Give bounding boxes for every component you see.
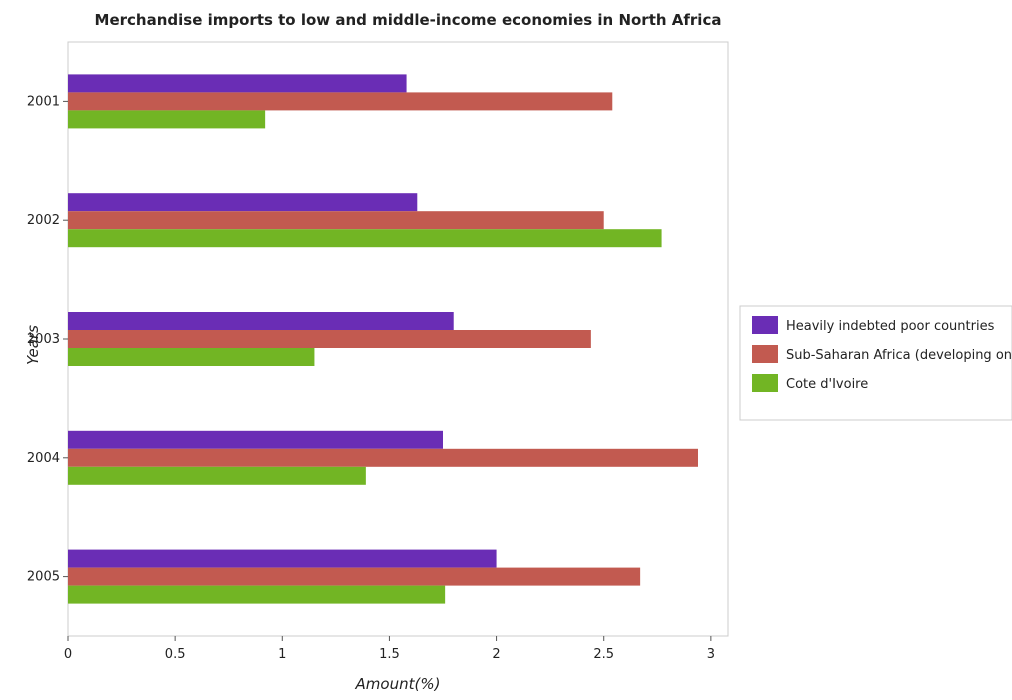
y-tick-label: 2004: [27, 451, 60, 466]
bar-2003-1: [68, 312, 454, 330]
y-tick-label: 2001: [27, 94, 60, 109]
x-tick-label: 2.5: [593, 647, 614, 662]
bar-2003-3: [68, 348, 315, 366]
plot-area: 0 0.5 1 1.5 2 2.5 3 2001 2002 2003 2004 2005: [27, 41, 729, 662]
bar-2004-1: [68, 430, 443, 449]
legend-swatch: [752, 316, 778, 334]
legend-entry-label: Heavily indebted poor countries: [786, 319, 995, 334]
x-tick-label: 1.5: [379, 647, 400, 662]
x-tick-label: 0.5: [165, 647, 186, 662]
bar-2005-1: [68, 549, 497, 568]
bar-2001-1: [68, 74, 407, 93]
x-tick-label: 2: [492, 647, 500, 662]
y-tick-label: 2005: [27, 570, 60, 585]
bar-2002-2: [68, 211, 604, 230]
legend-entry-label: Cote d'Ivoire: [786, 377, 868, 392]
bar-2004-3: [68, 466, 366, 485]
legend-entry-label: Sub-Saharan Africa (developing only): [786, 348, 1012, 363]
bar-2001-3: [68, 110, 266, 129]
x-axis-label: Amount(%): [355, 675, 441, 693]
legend-box: [739, 305, 1012, 421]
legend-swatch: [752, 345, 778, 363]
bar-2005-3: [68, 585, 446, 604]
bar-2004-2: [68, 448, 698, 467]
y-axis-label: Years: [24, 325, 42, 365]
x-tick-label: 1: [278, 647, 286, 662]
bar-2002-1: [68, 193, 418, 212]
legend: Heavily indebted poor countries Sub-Sahar…: [739, 305, 1012, 421]
chart-title: Merchandise imports to low and middle-in…: [95, 11, 722, 29]
x-tick-label: 3: [707, 647, 715, 662]
bar-2005-2: [68, 567, 641, 586]
y-tick-label: 2002: [27, 213, 60, 228]
bar-2003-2: [68, 330, 591, 348]
legend-swatch: [752, 374, 778, 392]
bar-2001-2: [68, 92, 613, 111]
y-tick-label: 2003: [27, 332, 60, 347]
bar-2002-3: [68, 229, 662, 248]
x-tick-label: 0: [64, 647, 72, 662]
